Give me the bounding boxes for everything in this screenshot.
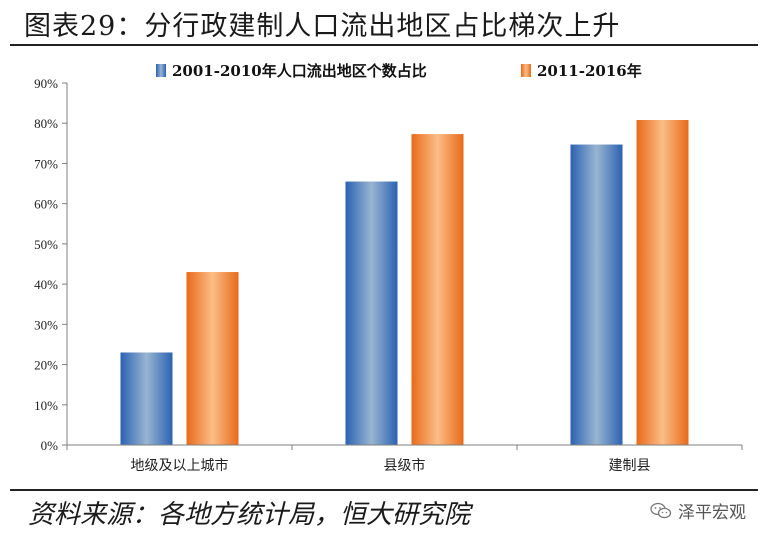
bar-chart: 2001-2010年人口流出地区个数占比 2011-2016年 0% 10% 20% 3… <box>34 62 743 474</box>
bar-series1-2 <box>345 181 398 446</box>
x-tick-label: 地级及以上城市 <box>131 457 229 474</box>
legend: 2001-2010年人口流出地区个数占比 2011-2016年 <box>156 62 642 80</box>
watermark: 泽平宏观 <box>650 498 746 523</box>
y-tick-label: 70% <box>34 156 58 171</box>
y-tick-label: 0% <box>41 438 59 453</box>
source-note: 资料来源：各地方统计局，恒大研究院 <box>28 500 471 530</box>
y-tick-label: 30% <box>34 317 58 332</box>
wechat-icon <box>650 502 672 518</box>
x-tick-label: 县级市 <box>384 457 426 474</box>
y-tick-label: 90% <box>34 76 58 91</box>
legend-swatch-2 <box>521 64 531 77</box>
legend-swatch-1 <box>156 64 166 77</box>
bottom-rule <box>10 489 758 491</box>
y-tick-label: 40% <box>34 277 58 292</box>
y-axis: 0% 10% 20% 30% 40% 50% 60% 70% 80% 90% <box>34 76 68 453</box>
y-tick-label: 20% <box>34 358 58 373</box>
bars <box>120 120 689 446</box>
bar-series2-2 <box>411 134 464 445</box>
bar-series1-1 <box>120 352 173 445</box>
legend-label-2: 2011-2016年 <box>537 62 642 80</box>
y-tick-label: 50% <box>34 237 58 252</box>
top-rule <box>10 44 758 46</box>
chart-title: 图表29：分行政建制人口流出地区占比梯次上升 <box>24 11 621 42</box>
y-tick-label: 60% <box>34 197 58 212</box>
y-tick-label: 10% <box>34 398 58 413</box>
y-tick-label: 80% <box>34 116 58 131</box>
bar-series2-1 <box>186 272 239 445</box>
bar-series2-3 <box>636 120 689 445</box>
legend-label-1: 2001-2010年人口流出地区个数占比 <box>172 62 427 80</box>
watermark-text: 泽平宏观 <box>678 503 746 523</box>
bar-series1-3 <box>570 144 623 445</box>
x-tick-label: 建制县 <box>609 458 651 474</box>
x-axis: 地级及以上城市 县级市 建制县 <box>66 444 743 474</box>
